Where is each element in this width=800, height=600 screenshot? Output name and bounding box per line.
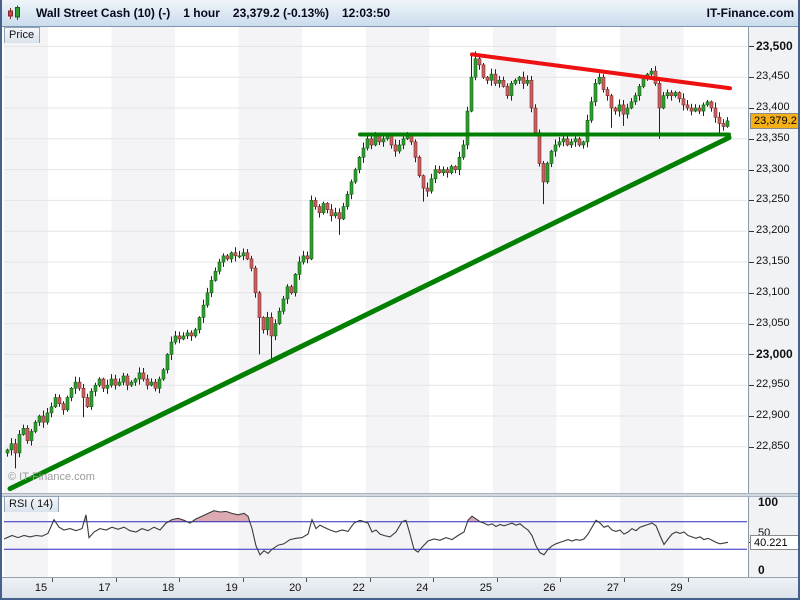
time-axis-tick	[687, 578, 689, 582]
price-axis-tick	[749, 108, 754, 109]
price-axis-label: 23,000	[756, 347, 793, 362]
time-axis: 15 17 18 19 20 22 24 25 26 27 29	[2, 577, 798, 598]
price-axis-label: 23,350	[756, 131, 790, 144]
price-axis-label: 22,950	[756, 378, 790, 391]
price-axis-label: 23,200	[756, 224, 790, 237]
time-axis-tick	[242, 578, 244, 582]
time-axis-tick	[179, 578, 181, 582]
time-axis-label: 19	[225, 582, 238, 594]
price-axis-label: 23,050	[756, 316, 790, 329]
time-axis-tick	[433, 578, 435, 582]
time-axis-label: 26	[543, 582, 556, 594]
time-axis-tick	[52, 578, 53, 582]
time-axis-label: 24	[416, 582, 429, 594]
time-axis-label: 27	[606, 582, 620, 594]
time-axis-label: 20	[289, 582, 302, 594]
time-axis-label: 29	[670, 582, 683, 594]
price-plot-svg[interactable]	[4, 27, 748, 493]
time-axis-tick	[369, 578, 371, 582]
rsi-chart[interactable]	[4, 497, 748, 577]
price-axis-tick	[749, 416, 754, 417]
time-axis-tick	[115, 578, 117, 582]
price-axis-tick	[749, 292, 754, 294]
time-axis-label: 25	[479, 582, 492, 594]
watermark: © IT-Finance.com	[8, 471, 95, 483]
timeframe-label: 1 hour	[183, 6, 220, 20]
rsi-plot-svg[interactable]	[4, 497, 748, 577]
price-axis-tick	[749, 385, 754, 387]
candlestick-icon	[7, 5, 23, 21]
time-axis-label: 15	[34, 582, 48, 594]
price-chart[interactable]: © IT-Finance.com	[4, 27, 748, 493]
quote-time: 12:03:50	[341, 6, 391, 20]
rsi-high-label: 100	[758, 495, 779, 509]
instrument-name: Wall Street Cash (10) (-)	[36, 6, 171, 20]
price-axis-tick	[749, 354, 754, 356]
current-price-badge: 23,379.2	[750, 112, 798, 129]
time-axis-tick	[496, 578, 498, 582]
last-price-change: 23,379.2 (-0.13%)	[232, 6, 329, 20]
price-axis: 23,500 23,450 23,400 23,350 23,300 23,250 23,2…	[748, 27, 798, 577]
tab-rsi[interactable]: RSI ( 14)	[4, 496, 60, 512]
rsi-low-label: 0	[758, 563, 765, 577]
time-axis-label: 17	[98, 582, 111, 594]
price-axis-label: 22,850	[756, 439, 790, 452]
price-axis-tick	[749, 77, 754, 79]
price-axis-label: 23,500	[756, 39, 793, 54]
price-axis-tick	[749, 169, 754, 171]
panel-splitter[interactable]	[2, 493, 798, 497]
time-axis-tick	[306, 578, 308, 582]
price-axis-label: 23,400	[756, 101, 790, 113]
price-axis-label: 22,900	[756, 409, 790, 421]
price-axis-tick	[749, 46, 754, 48]
title-bar: Wall Street Cash (10) (-) 1 hour 23,379.…	[2, 0, 798, 27]
price-axis-label: 23,250	[756, 193, 790, 206]
rsi-value-badge: 40.221	[750, 534, 798, 550]
price-axis-tick	[749, 446, 754, 448]
time-axis-label: 18	[161, 582, 175, 594]
price-axis-label: 23,150	[756, 255, 790, 267]
price-axis-label: 23,300	[756, 162, 790, 175]
price-axis-tick	[749, 200, 754, 202]
price-axis-tick	[749, 138, 754, 140]
tab-price[interactable]: Price	[4, 27, 41, 43]
price-axis-tick	[749, 262, 754, 263]
price-axis-tick	[749, 323, 754, 325]
price-axis-label: 23,450	[756, 70, 790, 83]
time-axis-tick	[560, 578, 562, 582]
time-axis-tick	[623, 578, 625, 582]
time-axis-label: 22	[352, 582, 365, 594]
price-axis-label: 23,100	[756, 285, 790, 298]
price-axis-tick	[749, 231, 754, 233]
brand-label: IT-Finance.com	[706, 6, 794, 20]
